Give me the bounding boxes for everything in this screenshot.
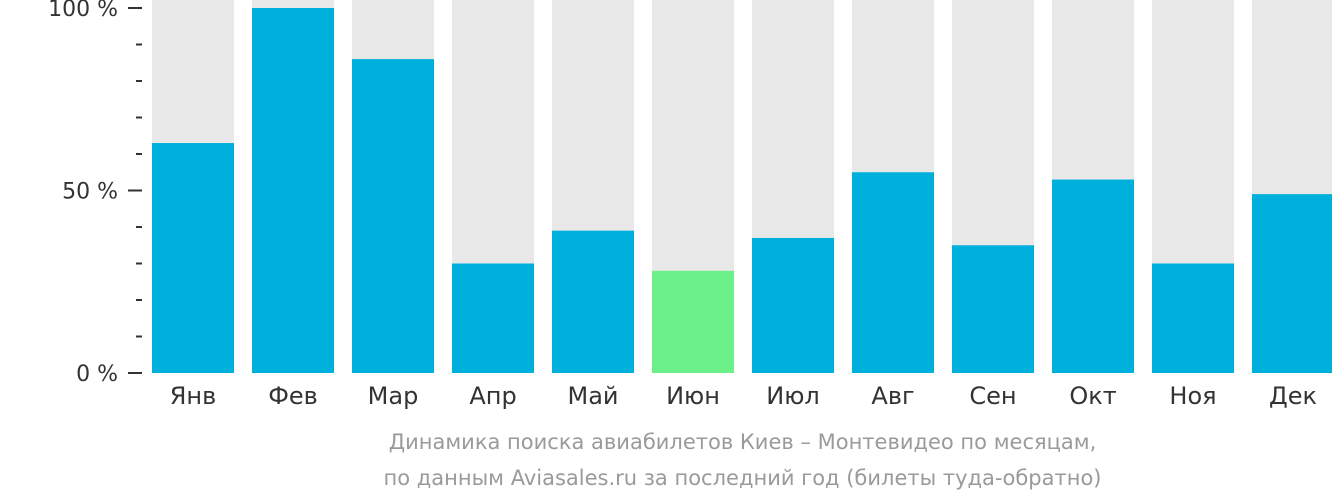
y-tick-label: 0 % — [76, 362, 118, 387]
x-tick-label: Янв — [170, 382, 217, 410]
x-tick-label: Ноя — [1169, 382, 1216, 410]
bar — [452, 263, 534, 373]
y-tick-label: 100 % — [48, 0, 118, 22]
x-tick-label: Окт — [1069, 382, 1116, 410]
bar — [152, 143, 234, 373]
x-tick-label: Июн — [666, 382, 720, 410]
bar — [1252, 194, 1332, 373]
bar-highlighted — [652, 270, 734, 373]
x-tick-label: Авг — [871, 382, 914, 410]
x-tick-label: Июл — [766, 382, 820, 410]
bar — [852, 172, 934, 373]
bar-chart: Янв Фев Мар Апр Май Июн Июл Авг Сен Окт Ноя Дек 0 % 5… — [48, 0, 1332, 410]
x-tick-label: Май — [567, 382, 618, 410]
bar — [352, 59, 434, 373]
x-tick-label: Фев — [268, 382, 318, 410]
x-tick-label: Сен — [969, 382, 1016, 410]
bar — [1152, 263, 1234, 373]
chart-caption-line-1: Динамика поиска авиабилетов Киев – Монте… — [388, 430, 1097, 454]
chart-caption-line-2: по данным Aviasales.ru за последний год … — [383, 466, 1102, 490]
bar — [252, 8, 334, 373]
x-tick-label: Мар — [368, 382, 419, 410]
bar — [952, 245, 1034, 373]
x-tick-label: Апр — [469, 382, 516, 410]
x-tick-label: Дек — [1269, 382, 1317, 410]
bar — [752, 237, 834, 373]
y-tick-label: 50 % — [62, 180, 118, 205]
bar — [552, 230, 634, 373]
bar — [1052, 179, 1134, 373]
